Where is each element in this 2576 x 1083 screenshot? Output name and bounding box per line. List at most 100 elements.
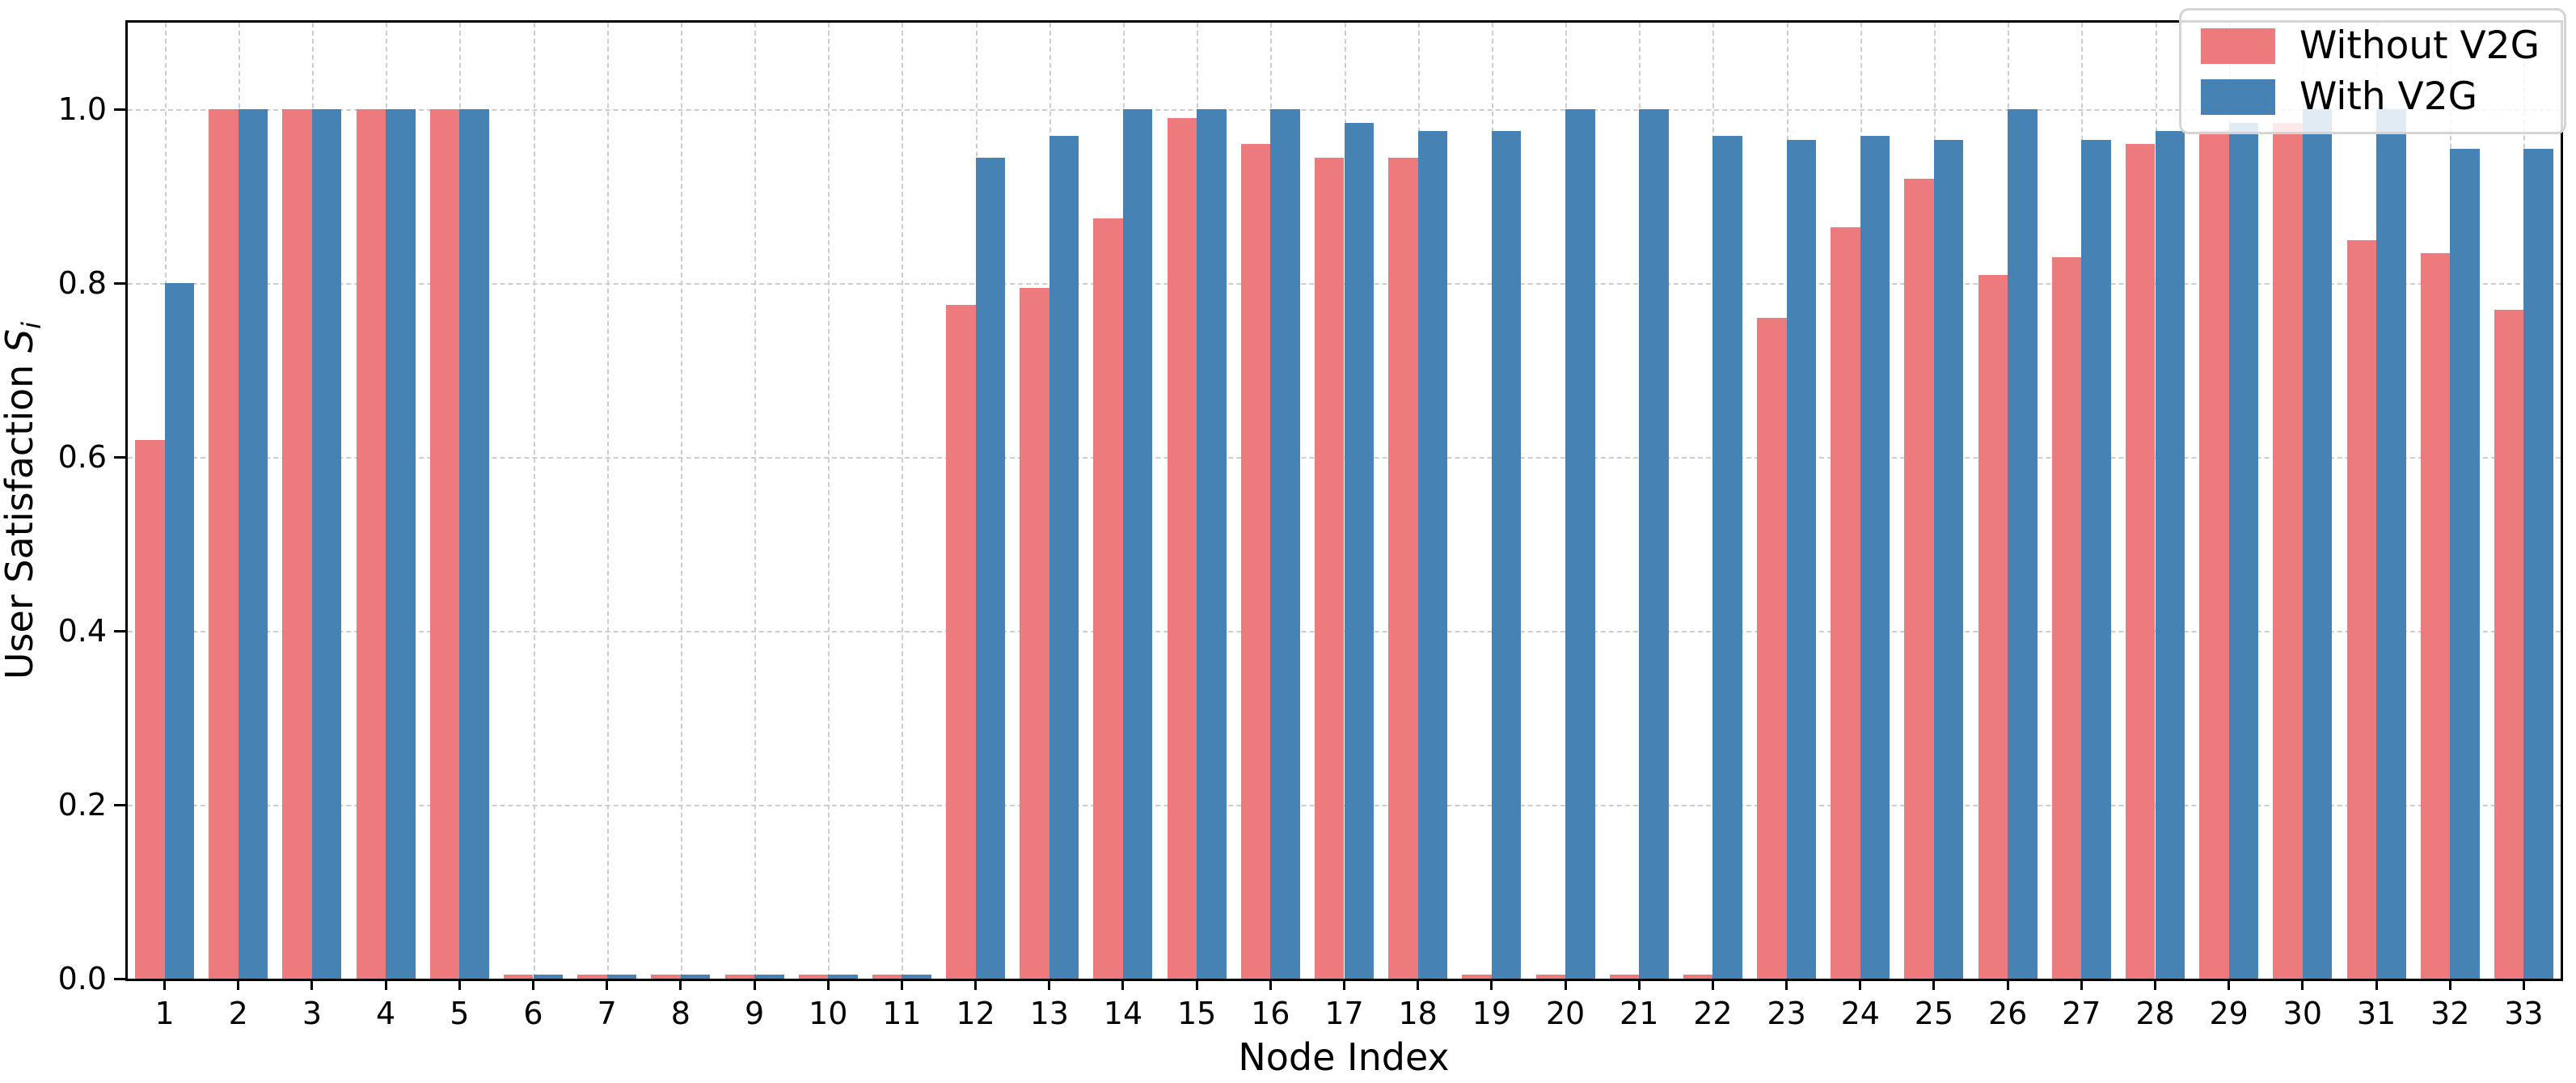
x-tick-label: 1 bbox=[154, 996, 175, 1031]
y-axis-label-sub: i bbox=[15, 321, 47, 329]
x-tick-label: 2 bbox=[228, 996, 248, 1031]
bar-with-v2g-node-11 bbox=[902, 974, 931, 979]
bar-without-v2g-node-29 bbox=[2199, 131, 2229, 979]
bar-without-v2g-node-8 bbox=[651, 974, 681, 979]
bar-without-v2g-node-10 bbox=[798, 974, 829, 979]
bar-with-v2g-node-9 bbox=[754, 974, 784, 979]
x-tick bbox=[2301, 979, 2304, 990]
x-gridline bbox=[902, 23, 904, 979]
bar-without-v2g-node-6 bbox=[504, 974, 534, 979]
x-tick bbox=[1048, 979, 1051, 990]
bar-without-v2g-node-27 bbox=[2051, 257, 2082, 979]
bar-without-v2g-node-7 bbox=[577, 974, 607, 979]
y-axis-label-text: User Satisfaction bbox=[0, 353, 41, 680]
bar-with-v2g-node-5 bbox=[459, 109, 489, 979]
bar-without-v2g-node-17 bbox=[1315, 157, 1345, 979]
legend-item-with-v2g: With V2G bbox=[2200, 78, 2540, 116]
x-tick-label: 3 bbox=[302, 996, 323, 1031]
x-tick-label: 15 bbox=[1176, 996, 1217, 1031]
x-tick-label: 25 bbox=[1914, 996, 1954, 1031]
x-tick bbox=[1195, 979, 1198, 990]
x-tick bbox=[1711, 979, 1714, 990]
bar-with-v2g-node-27 bbox=[2081, 140, 2111, 979]
x-tick-label: 4 bbox=[376, 996, 396, 1031]
y-tick-label: 0.6 bbox=[57, 439, 107, 476]
x-tick-label: 7 bbox=[597, 996, 617, 1031]
x-tick-label: 27 bbox=[2062, 996, 2101, 1031]
y-tick bbox=[114, 108, 125, 111]
x-tick bbox=[1121, 979, 1125, 990]
x-tick bbox=[1269, 979, 1272, 990]
bar-with-v2g-node-1 bbox=[164, 283, 195, 979]
x-tick-label: 22 bbox=[1693, 996, 1733, 1031]
x-tick-label: 21 bbox=[1620, 996, 1659, 1031]
x-tick bbox=[2006, 979, 2009, 990]
x-axis-label: Node Index bbox=[1238, 1035, 1450, 1079]
x-tick bbox=[1343, 979, 1345, 990]
bar-with-v2g-node-30 bbox=[2302, 109, 2333, 979]
bar-with-v2g-node-2 bbox=[238, 109, 268, 979]
y-tick-label: 0.2 bbox=[57, 787, 107, 823]
plot-area: 0.0 0.2 0.4 0.6 0.8 1.0 1 2 3 4 5 6 7 8 9 10 11 12 13 14 15 1… bbox=[58, 20, 2563, 1029]
bar-without-v2g-node-9 bbox=[724, 974, 755, 979]
bar-with-v2g-node-14 bbox=[1122, 109, 1153, 979]
bar-with-v2g-node-32 bbox=[2450, 148, 2480, 979]
legend-swatch-with-v2g bbox=[2200, 78, 2275, 115]
bar-without-v2g-node-33 bbox=[2494, 309, 2524, 979]
x-tick-label: 26 bbox=[1987, 996, 2028, 1031]
x-tick-label: 20 bbox=[1545, 996, 1586, 1031]
x-tick-label: 14 bbox=[1103, 996, 1143, 1031]
bar-with-v2g-node-28 bbox=[2155, 131, 2185, 979]
x-tick-label: 31 bbox=[2356, 996, 2397, 1031]
legend-item-without-v2g: Without V2G bbox=[2200, 23, 2540, 68]
x-tick-label: 17 bbox=[1324, 996, 1364, 1031]
x-tick-label: 23 bbox=[1767, 996, 1806, 1031]
bar-with-v2g-node-33 bbox=[2523, 148, 2553, 979]
x-tick bbox=[1564, 979, 1567, 990]
bar-with-v2g-node-13 bbox=[1049, 135, 1079, 979]
x-gridline bbox=[533, 23, 535, 979]
x-tick-label: 9 bbox=[744, 996, 765, 1031]
bar-without-v2g-node-12 bbox=[946, 305, 976, 979]
bar-without-v2g-node-2 bbox=[209, 109, 239, 979]
bar-without-v2g-node-13 bbox=[1020, 287, 1049, 979]
x-tick bbox=[310, 979, 314, 990]
x-tick-label: 13 bbox=[1029, 996, 1069, 1031]
x-tick-label: 33 bbox=[2504, 996, 2544, 1031]
x-tick-label: 28 bbox=[2135, 996, 2175, 1031]
bar-with-v2g-node-15 bbox=[1197, 109, 1227, 979]
bar-without-v2g-node-22 bbox=[1683, 974, 1713, 979]
bar-with-v2g-node-16 bbox=[1270, 109, 1300, 979]
legend-label-without-v2g: Without V2G bbox=[2299, 23, 2540, 68]
x-gridline bbox=[606, 23, 609, 979]
y-tick-label: 0.8 bbox=[57, 265, 107, 302]
y-tick-label: 0.4 bbox=[57, 613, 107, 649]
bar-without-v2g-node-26 bbox=[1978, 274, 2008, 979]
x-tick-label: 24 bbox=[1840, 996, 1880, 1031]
bar-without-v2g-node-32 bbox=[2420, 252, 2451, 979]
legend-swatch-without-v2g bbox=[2200, 27, 2275, 64]
x-tick-label: 30 bbox=[2283, 996, 2323, 1031]
bar-with-v2g-node-23 bbox=[1786, 140, 1817, 979]
x-tick bbox=[2228, 979, 2231, 990]
x-tick bbox=[606, 979, 609, 990]
x-tick-label: 19 bbox=[1472, 996, 1512, 1031]
bar-with-v2g-node-31 bbox=[2376, 109, 2406, 979]
bar-without-v2g-node-15 bbox=[1167, 118, 1197, 979]
bar-with-v2g-node-19 bbox=[1491, 131, 1522, 979]
bar-without-v2g-node-23 bbox=[1757, 318, 1787, 979]
bar-without-v2g-node-16 bbox=[1240, 144, 1271, 979]
x-tick bbox=[384, 979, 387, 990]
y-tick bbox=[114, 281, 125, 285]
y-tick bbox=[114, 629, 125, 632]
bar-without-v2g-node-19 bbox=[1462, 974, 1492, 979]
x-tick-label: 8 bbox=[670, 996, 690, 1031]
bar-with-v2g-node-12 bbox=[975, 157, 1006, 979]
x-tick-label: 12 bbox=[956, 996, 995, 1031]
bar-with-v2g-node-3 bbox=[311, 109, 342, 979]
x-tick bbox=[1932, 979, 1936, 990]
x-tick bbox=[2375, 979, 2378, 990]
y-axis-label: User Satisfaction Si bbox=[0, 321, 47, 680]
bar-without-v2g-node-20 bbox=[1535, 974, 1566, 979]
